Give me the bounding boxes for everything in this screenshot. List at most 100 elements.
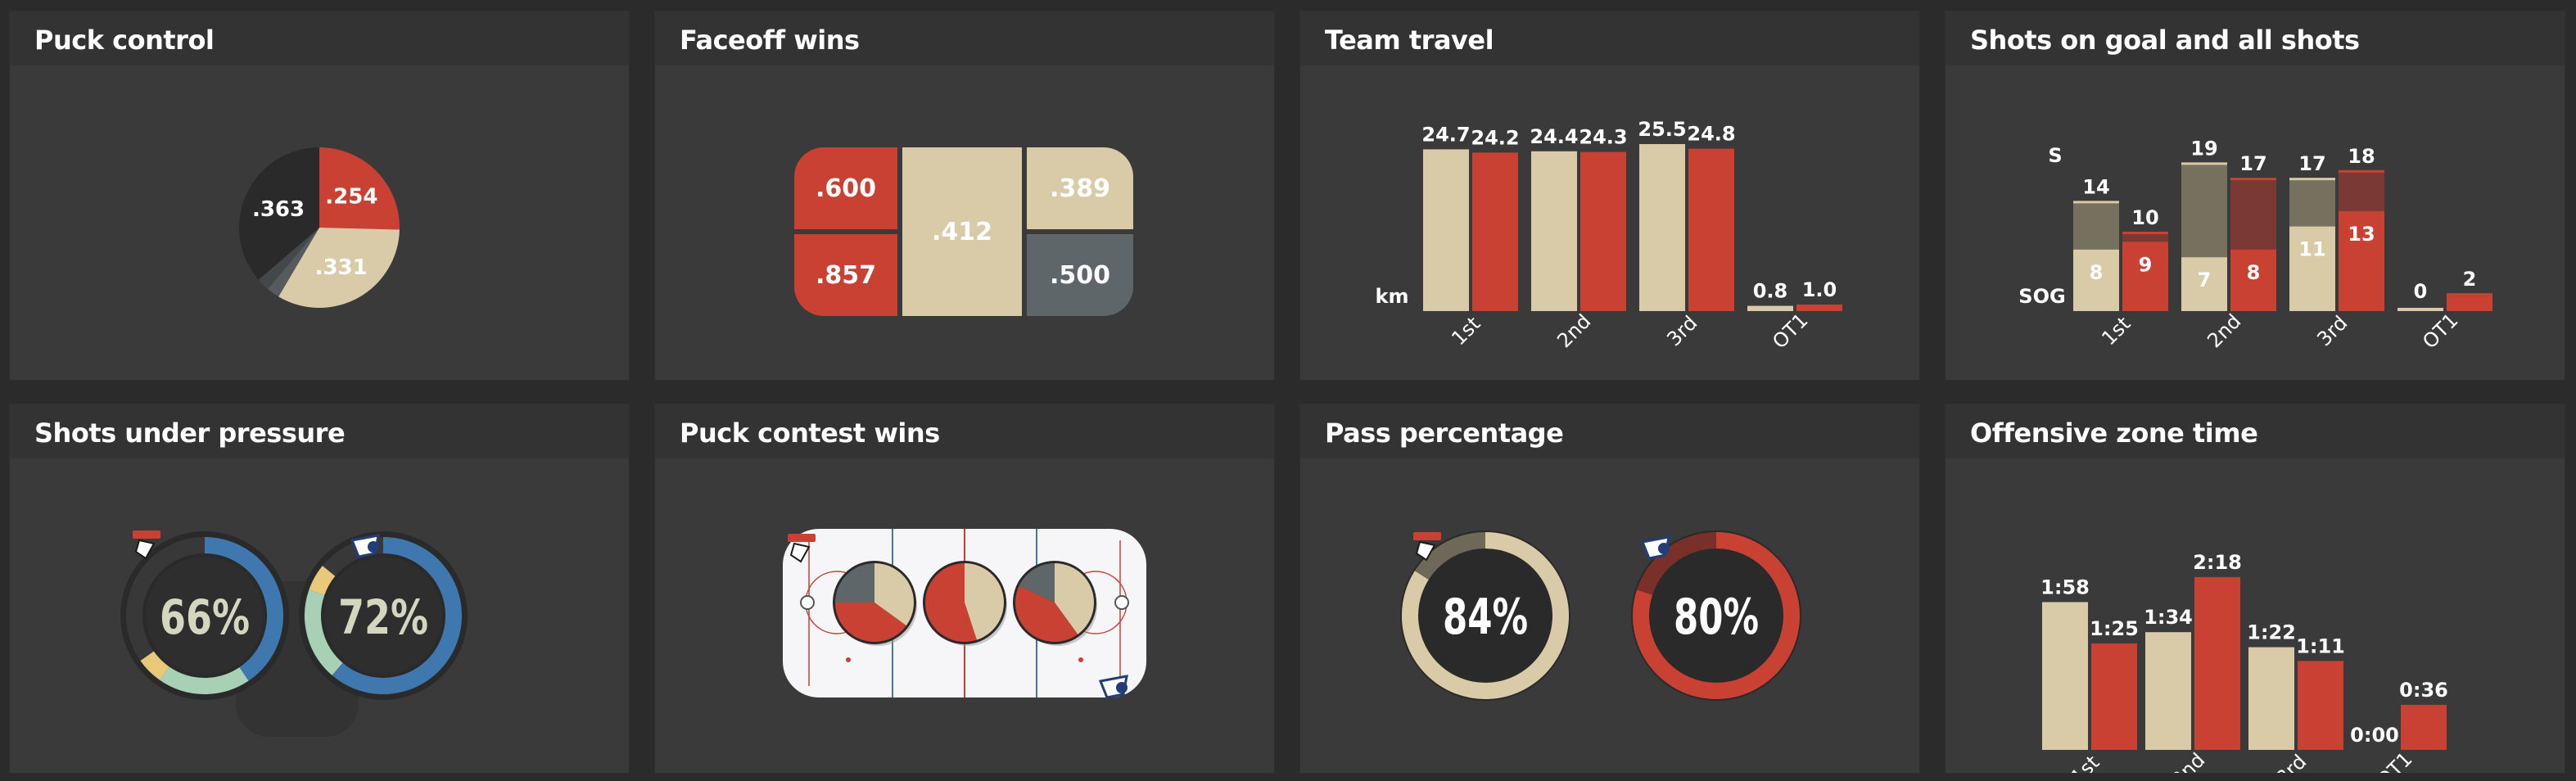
team-logo-blue bbox=[1098, 675, 1128, 699]
shots-cap bbox=[2447, 293, 2492, 296]
slice-label: .254 bbox=[325, 185, 377, 210]
faceoff-value: .389 bbox=[1050, 174, 1110, 203]
sog-bar bbox=[2339, 210, 2384, 311]
sog-bar bbox=[2230, 249, 2276, 311]
faceoff-chart: .600 .857 .412 .389 .500 bbox=[794, 147, 1133, 316]
bar-value-label: 1.0 bbox=[1802, 278, 1837, 301]
gauge-inner bbox=[324, 557, 442, 675]
bar bbox=[2248, 647, 2294, 750]
team-logo-blue bbox=[1640, 535, 1670, 560]
ozone-panel: Offensive zone time 1:58 1:25 1st 1:34 2:18 2… bbox=[1946, 404, 2565, 781]
panel-title: Offensive zone time bbox=[1970, 418, 2258, 449]
bar bbox=[1747, 305, 1793, 311]
logo-dot bbox=[1116, 682, 1128, 693]
faceoff-value: .600 bbox=[816, 174, 876, 203]
bar bbox=[2145, 632, 2191, 750]
panel-header: Pass percentage bbox=[1300, 404, 1919, 458]
gauge-arc-blue bbox=[204, 537, 283, 681]
pressure-panel: Shots under pressure 66% 72% bbox=[10, 404, 629, 773]
bar-value-label: 0:00 bbox=[2350, 724, 2399, 747]
sog-bar bbox=[2397, 308, 2443, 311]
x-tick-label: 3rd bbox=[2312, 311, 2352, 350]
bar bbox=[1639, 144, 1685, 311]
shots-label: 10 bbox=[2131, 206, 2158, 229]
bar bbox=[2042, 602, 2088, 750]
contest-pie-slice bbox=[965, 563, 1004, 640]
travel-chart: 24.7 24.2 1st 24.4 24.3 2nd 25.5 24.8 3rd 0.8 1.0 O… bbox=[1376, 118, 1842, 354]
shots-label: 17 bbox=[2298, 152, 2325, 175]
team-logo-red bbox=[788, 534, 816, 563]
panel-header: Team travel bbox=[1300, 11, 1919, 65]
shots-label: 17 bbox=[2239, 152, 2266, 175]
faceoff-value: .857 bbox=[816, 261, 876, 290]
panel-title: Team travel bbox=[1325, 25, 1494, 56]
bar-value-label: 24.3 bbox=[1579, 126, 1627, 149]
faceoff-cell bbox=[794, 234, 897, 316]
travel-panel: Team travel 24.7 24.2 1st 24.4 24.3 2nd 25.5 24… bbox=[1300, 11, 1919, 380]
sog-label: 7 bbox=[2198, 269, 2212, 291]
panel-header: Puck contest wins bbox=[655, 404, 1274, 458]
bar bbox=[1796, 305, 1842, 311]
logo-dot bbox=[1658, 543, 1670, 554]
slice-label: .363 bbox=[252, 197, 305, 222]
bar-value-label: 24.7 bbox=[1421, 123, 1470, 146]
goal-net bbox=[1114, 595, 1129, 610]
faceoff-cell bbox=[902, 147, 1022, 316]
bar-value-label: 25.5 bbox=[1638, 118, 1686, 141]
faceoff-dot bbox=[1078, 657, 1083, 662]
faceoff-cell bbox=[1027, 234, 1133, 316]
puck-control-chart: .254 .331 .363 bbox=[239, 147, 400, 308]
team-logo-blue bbox=[350, 534, 380, 558]
bar bbox=[1472, 152, 1518, 311]
pie-slice bbox=[319, 147, 400, 230]
shots-panel: Shots on goal and all shots S SOG 14 8 10 9 1s… bbox=[1946, 11, 2565, 380]
logo-dot bbox=[368, 541, 379, 553]
bar-value-label: 1:11 bbox=[2296, 634, 2345, 657]
bar-value-label: 1:22 bbox=[2247, 621, 2296, 644]
logo-shape bbox=[134, 539, 156, 560]
pie-slice bbox=[258, 228, 319, 290]
panel-header: Puck control bbox=[10, 11, 629, 65]
panel-title: Shots under pressure bbox=[34, 418, 346, 449]
x-tick-label: OT1 bbox=[2372, 747, 2416, 773]
shots-label: 14 bbox=[2082, 175, 2109, 198]
shots-bar bbox=[2339, 172, 2384, 211]
sog-label: 0 bbox=[2414, 280, 2428, 303]
contest-panel: Puck contest wins bbox=[655, 404, 1274, 773]
sog-label: 9 bbox=[2139, 253, 2153, 276]
shots-label: 18 bbox=[2348, 145, 2375, 168]
bar-value-label: 1:25 bbox=[2090, 617, 2139, 640]
bar-value-label: 0:36 bbox=[2399, 679, 2448, 702]
faceoff-cell bbox=[1027, 147, 1133, 229]
faceoff-value: .412 bbox=[932, 218, 992, 246]
shots-cap bbox=[2181, 162, 2227, 165]
shots-bar bbox=[2122, 234, 2168, 242]
bar-value-label: 24.8 bbox=[1687, 123, 1735, 146]
faceoff-cell bbox=[794, 147, 897, 229]
gauge-arc-yellow bbox=[309, 566, 336, 596]
contest-pie-slice bbox=[925, 563, 977, 642]
sog-label: 11 bbox=[2298, 238, 2325, 261]
x-tick-label: 2nd bbox=[2167, 748, 2209, 773]
gauge-value: 84% bbox=[1443, 589, 1528, 646]
bar bbox=[1531, 151, 1577, 311]
panel-header: Offensive zone time bbox=[1946, 404, 2565, 458]
bar bbox=[1688, 148, 1734, 311]
logo-shape bbox=[789, 542, 811, 563]
sog-label: 8 bbox=[2247, 261, 2261, 284]
panel-header: Shots under pressure bbox=[10, 404, 629, 458]
contest-pie-slice bbox=[1055, 563, 1094, 634]
contest-pie-slice bbox=[874, 563, 914, 626]
faceoff-dot bbox=[846, 657, 851, 662]
bar bbox=[2194, 576, 2240, 750]
x-tick-label: OT1 bbox=[1768, 309, 1812, 353]
sog-bar bbox=[2122, 242, 2168, 311]
gauge-arc-mint bbox=[160, 666, 249, 694]
bar bbox=[2298, 661, 2343, 750]
shots-bar bbox=[2230, 180, 2276, 250]
panel-title: Faceoff wins bbox=[680, 25, 860, 56]
shots-bar bbox=[2073, 203, 2119, 250]
y-axis-label: km bbox=[1376, 285, 1409, 308]
contest-pie-slice bbox=[1019, 563, 1055, 603]
bar-value-label: 1:34 bbox=[2144, 606, 2193, 629]
